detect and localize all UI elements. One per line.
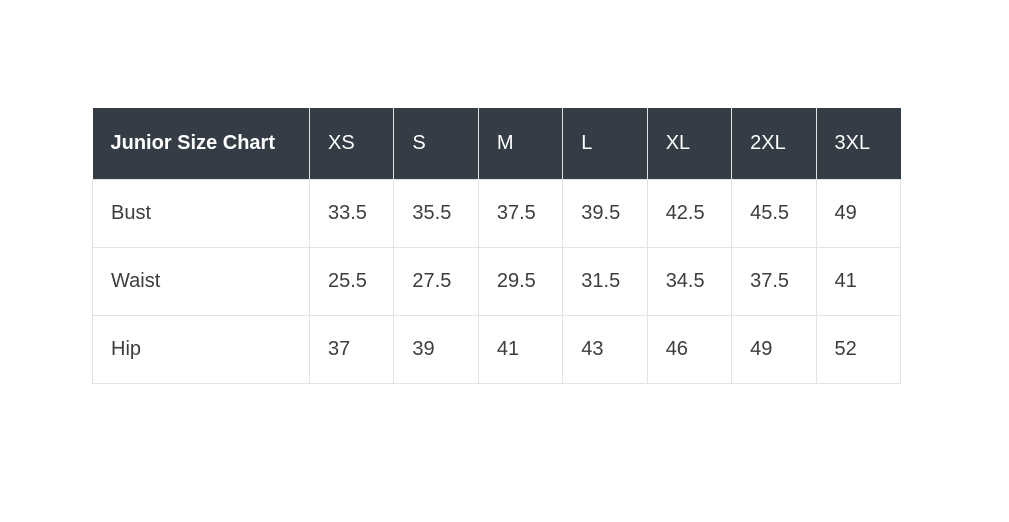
measurement-value: 37.5	[731, 247, 817, 316]
measurement-value: 39.5	[562, 179, 648, 248]
measurement-value: 37	[308, 315, 395, 384]
header-row: Junior Size Chart XS S M L XL 2XL 3XL	[92, 108, 901, 180]
size-column-header: 2XL	[731, 108, 817, 180]
measurement-value: 43	[562, 315, 648, 384]
measurement-value: 41	[477, 315, 564, 384]
measurement-value: 41	[815, 247, 902, 316]
size-column-header: M	[478, 108, 564, 180]
measurement-value: 29.5	[477, 247, 564, 316]
table-title: Junior Size Chart	[92, 108, 310, 180]
table-header: Junior Size Chart XS S M L XL 2XL 3XL	[92, 108, 901, 180]
measurement-value: 52	[815, 315, 902, 384]
measurement-value: 34.5	[646, 247, 733, 316]
measurement-value: 42.5	[646, 179, 733, 248]
junior-size-chart-table: Junior Size Chart XS S M L XL 2XL 3XL Bust 33.5 3…	[92, 108, 902, 384]
table-row: Bust 33.5 35.5 37.5 39.5 42.5 45.5 49	[92, 179, 902, 248]
size-column-header: 3XL	[816, 108, 901, 180]
measurement-value: 33.5	[308, 179, 395, 248]
measurement-value: 45.5	[731, 179, 817, 248]
measurement-value: 49	[815, 179, 902, 248]
size-column-header: S	[393, 108, 479, 180]
table-body: Bust 33.5 35.5 37.5 39.5 42.5 45.5 49 Waist 25.5 2…	[92, 179, 902, 384]
measurement-value: 27.5	[393, 247, 479, 316]
size-column-header: L	[562, 108, 648, 180]
row-label: Waist	[92, 247, 310, 316]
row-label: Bust	[92, 179, 310, 248]
measurement-value: 31.5	[562, 247, 648, 316]
measurement-value: 37.5	[477, 179, 564, 248]
size-column-header: XL	[647, 108, 733, 180]
size-column-header: XS	[309, 108, 395, 180]
table-row: Hip 37 39 41 43 46 49 52	[92, 315, 902, 384]
row-label: Hip	[92, 315, 310, 384]
measurement-value: 35.5	[393, 179, 479, 248]
measurement-value: 49	[731, 315, 817, 384]
measurement-value: 46	[646, 315, 733, 384]
table-row: Waist 25.5 27.5 29.5 31.5 34.5 37.5 41	[92, 247, 902, 316]
measurement-value: 25.5	[308, 247, 395, 316]
measurement-value: 39	[393, 315, 479, 384]
